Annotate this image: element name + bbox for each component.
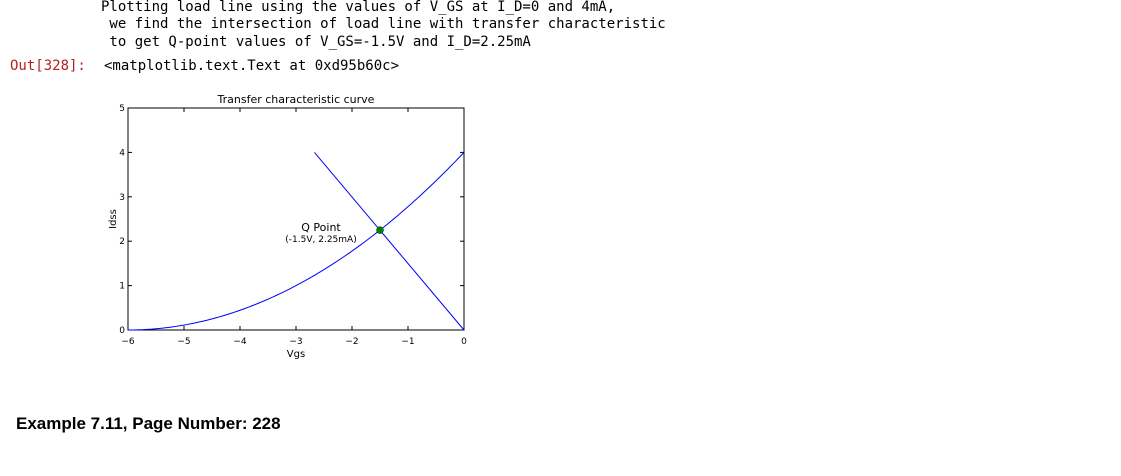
stdout-line-3: to get Q-point values of V_GS=-1.5V and … <box>101 34 531 50</box>
y-axis-label: Idss <box>108 209 119 229</box>
out-prompt: Out[328]: <box>10 58 86 74</box>
x-tick-label: −6 <box>121 337 135 347</box>
chart-title: Transfer characteristic curve <box>217 93 375 106</box>
x-tick-label: −4 <box>233 337 247 347</box>
stdout-line-1: Plotting load line using the values of V… <box>101 0 616 15</box>
section-heading: Example 7.11, Page Number: 228 <box>16 414 281 433</box>
x-tick-label: −3 <box>289 337 302 347</box>
x-tick-label: −2 <box>345 337 358 347</box>
plot-frame <box>127 107 465 331</box>
x-tick-label: −1 <box>401 337 414 347</box>
y-tick-label: 4 <box>119 148 125 158</box>
x-tick-label: 0 <box>461 337 467 347</box>
load-line <box>314 152 465 331</box>
y-tick-label: 0 <box>119 326 125 336</box>
x-tick-label: −5 <box>177 337 190 347</box>
y-tick-label: 2 <box>119 237 125 247</box>
q-point-marker <box>376 226 384 234</box>
q-point-label: Q Point <box>301 221 341 234</box>
q-point-coordinates: (-1.5V, 2.25mA) <box>285 235 356 245</box>
x-axis-label: Vgs <box>287 349 305 360</box>
y-tick-label: 5 <box>119 104 125 114</box>
transfer-curve-line <box>127 152 465 331</box>
stdout-line-2: we find the intersection of load line wi… <box>101 16 666 32</box>
out-text: <matplotlib.text.Text at 0xd95b60c> <box>104 58 400 74</box>
y-tick-label: 1 <box>119 282 125 292</box>
y-tick-label: 3 <box>119 193 125 203</box>
